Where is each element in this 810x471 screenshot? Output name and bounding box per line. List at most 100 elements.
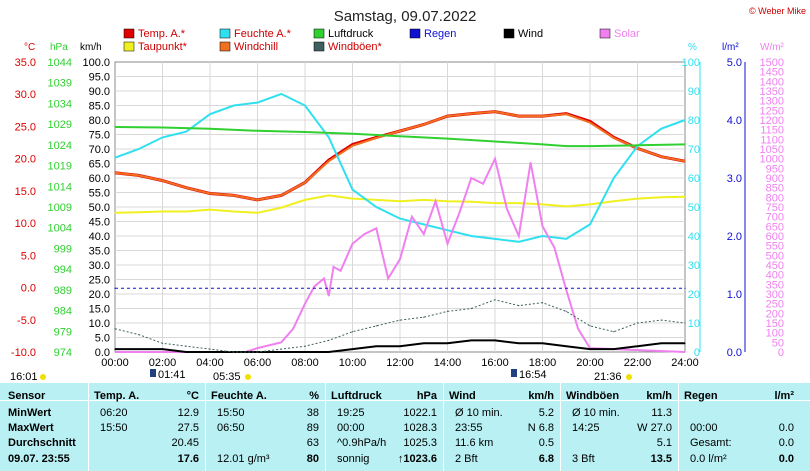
table-column-divider xyxy=(88,383,89,471)
solar-tick-label: 1400 xyxy=(760,76,784,88)
data-point xyxy=(494,299,496,301)
data-point xyxy=(589,325,591,327)
solar-tick-label: 500 xyxy=(766,250,784,262)
legend-label: Wind xyxy=(518,28,543,40)
data-point xyxy=(280,194,282,196)
data-point xyxy=(565,238,567,240)
rain-tick-label: 1.0 xyxy=(727,289,742,301)
data-point xyxy=(660,342,662,344)
data-point xyxy=(304,351,306,353)
press-tick-label: 1019 xyxy=(48,161,72,173)
sunset-time: 21:36 xyxy=(594,371,622,383)
sun-icon xyxy=(40,374,46,380)
solar-tick-label: 200 xyxy=(766,308,784,320)
stats-cell-value: 5.1 xyxy=(656,437,672,449)
stats-cell-value: 17.6 xyxy=(177,453,199,465)
legend-swatch xyxy=(123,41,135,52)
wind-tick-label: 0.0 xyxy=(95,347,110,359)
data-point xyxy=(684,196,686,198)
solar-tick-label: 350 xyxy=(766,279,784,291)
data-point xyxy=(541,342,544,344)
data-point xyxy=(209,351,211,353)
data-point xyxy=(280,351,282,353)
stats-cell-left: 06:20 xyxy=(100,407,128,419)
data-point xyxy=(114,126,116,128)
data-point xyxy=(209,113,211,115)
data-point xyxy=(482,183,484,185)
wind-tick-label: 100.0 xyxy=(82,57,110,69)
data-point xyxy=(636,345,639,347)
solar-tick-label: 1250 xyxy=(760,105,784,117)
data-point xyxy=(684,143,686,146)
data-point xyxy=(399,258,401,260)
data-point xyxy=(328,160,330,162)
table-column-divider xyxy=(325,383,326,471)
legend-label: Windchill xyxy=(234,41,278,53)
data-point xyxy=(138,174,140,177)
data-point xyxy=(387,277,389,280)
data-point xyxy=(541,302,544,304)
data-point xyxy=(233,351,235,353)
data-point xyxy=(375,206,377,208)
solar-tick-label: 0 xyxy=(778,347,784,359)
table-column-divider xyxy=(560,383,561,471)
data-point xyxy=(470,307,472,310)
x-tick-label: 08:00 xyxy=(291,357,319,369)
data-point xyxy=(304,345,306,347)
data-point xyxy=(518,202,520,204)
press-tick-label: 1034 xyxy=(48,98,72,110)
stats-cell-value: 89 xyxy=(306,422,319,434)
wind-tick-label: 45.0 xyxy=(89,217,110,229)
solar-tick-label: 950 xyxy=(766,163,784,175)
legend-swatch xyxy=(313,28,325,39)
stats-header: Regen xyxy=(684,390,718,402)
solar-tick-label: 650 xyxy=(766,221,784,233)
data-point xyxy=(328,136,330,138)
stats-cell-left: 00:00 xyxy=(337,422,365,434)
data-point xyxy=(565,289,567,291)
data-point xyxy=(351,243,354,245)
press-tick-label: 999 xyxy=(54,243,72,255)
data-point xyxy=(351,348,354,350)
solar-tick-label: 300 xyxy=(766,289,784,301)
data-point xyxy=(541,143,544,146)
data-point xyxy=(423,223,425,225)
data-point xyxy=(280,207,282,209)
data-point xyxy=(114,351,116,353)
x-tick-label: 06:00 xyxy=(244,357,272,369)
x-ticks: 00:00 02:00 04:00 06:00 08:00 10:00 12:00 14:00… xyxy=(101,357,699,369)
hum-tick-label: 10 xyxy=(688,318,700,330)
data-point xyxy=(518,305,520,307)
stats-cell-value: 1025.3 xyxy=(403,437,437,449)
stats-header-unit: km/h xyxy=(528,390,554,402)
sun-bar: 16:01 01:41 05:35 16:54 21:36 xyxy=(0,369,810,383)
data-point xyxy=(565,113,567,115)
solar-tick-label: 1450 xyxy=(760,67,784,79)
data-point xyxy=(114,157,116,159)
data-point xyxy=(138,211,140,213)
data-point xyxy=(185,351,187,353)
rain-axis-header: l/m² xyxy=(722,42,739,53)
x-tick-label: 24:00 xyxy=(671,357,699,369)
data-point xyxy=(233,210,235,213)
data-point xyxy=(209,208,211,211)
legend-label: Temp. A.* xyxy=(138,28,186,40)
hum-tick-label: 70 xyxy=(688,144,700,156)
series-line-luftdruck xyxy=(114,126,686,148)
solar-tick-label: 850 xyxy=(766,183,784,195)
stats-cell-value: N 6.8 xyxy=(527,422,554,434)
solar-tick-label: 100 xyxy=(766,328,784,340)
stats-cell-value: ↑1023.6 xyxy=(397,453,437,465)
data-point xyxy=(613,200,615,202)
data-point xyxy=(256,351,259,353)
data-point xyxy=(518,235,520,237)
data-point xyxy=(114,172,116,174)
wind-tick-label: 60.0 xyxy=(89,173,110,185)
legend-swatch xyxy=(409,28,421,39)
statistics-table: Sensor Temp. A. °C Feuchte A.% Luftdruck hPa W… xyxy=(0,383,810,471)
data-point xyxy=(114,287,116,289)
sunset-icon xyxy=(626,374,632,380)
solar-tick-label: 700 xyxy=(766,212,784,224)
data-point xyxy=(541,235,544,237)
solar-tick-label: 1150 xyxy=(760,125,784,137)
